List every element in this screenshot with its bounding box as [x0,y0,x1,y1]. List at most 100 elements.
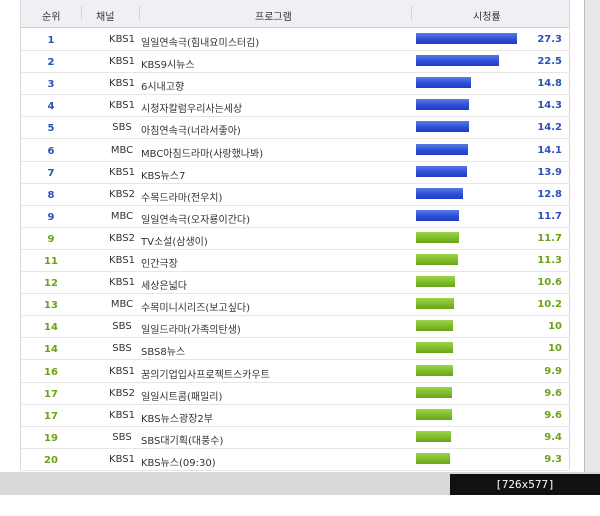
ratings-table: 순위 채널 프로그램 시청률 1 KBS1 일일연속극(힘내요미스터김) 27.3 2 K… [20,0,570,471]
rating-bar [416,165,467,177]
header-separator [411,6,412,20]
rank-cell: 9 [47,211,55,223]
rating-value: 10.2 [537,299,562,311]
table-row: 17 KBS1 KBS뉴스광장2부 9.6 [21,404,569,427]
table-row: 19 SBS SBS대기획(대풍수) 9.4 [21,426,569,449]
scrollbar-track[interactable] [584,0,600,472]
rating-value: 9.6 [544,387,562,399]
rating-bar [416,231,459,243]
header-rating[interactable]: 시청률 [473,12,501,23]
program-cell[interactable]: 일일연속극(오자룡이간다) [141,214,251,226]
program-cell[interactable]: MBC아침드라마(사랑했나봐) [141,148,264,160]
program-cell[interactable]: KBS뉴스(09:30) [141,457,216,469]
table-row: 14 SBS 일일드라마(가족의탄생) 10 [21,315,569,339]
rating-bar [416,408,452,420]
table-row: 4 KBS1 시청자칼럼우리사는세상 14.3 [21,94,569,118]
table-header: 순위 채널 프로그램 시청률 [21,0,569,28]
program-cell[interactable]: 인간극장 [141,259,178,270]
rating-value: 11.7 [537,210,562,222]
header-separator [81,6,82,20]
table-row: 1 KBS1 일일연속극(힘내요미스터김) 27.3 [21,28,569,51]
rank-cell: 14 [44,344,58,356]
rating-bar [416,320,453,332]
rating-value: 9.6 [544,409,562,421]
channel-cell: KBS1 [109,100,135,112]
rating-value: 9.4 [544,431,562,443]
channel-cell: KBS1 [109,166,135,178]
program-cell[interactable]: SBS대기획(대풍수) [141,435,224,447]
rank-cell: 12 [44,278,58,290]
rank-cell: 14 [44,322,58,334]
table-row: 11 KBS1 인간극장 11.3 [21,249,569,272]
channel-cell: KBS1 [109,365,135,377]
rating-value: 13.9 [537,166,562,178]
program-cell[interactable]: SBS8뉴스 [141,347,186,359]
rank-cell: 1 [47,35,55,46]
rating-value: 10 [548,321,562,333]
rating-bar [416,452,450,464]
header-rank[interactable]: 순위 [42,12,61,23]
channel-cell: KBS2 [109,387,135,399]
rating-bar [416,121,469,133]
table-row: 17 KBS2 일일시트콤(패밀리) 9.6 [21,382,569,405]
program-cell[interactable]: KBS뉴스광장2부 [141,413,213,425]
channel-cell: SBS [112,321,132,333]
rating-value: 10.6 [537,277,562,289]
rating-bar [416,342,453,354]
table-row: 5 SBS 아침연속극(너라서좋아) 14.2 [21,116,569,140]
program-cell[interactable]: KBS뉴스7 [141,170,186,182]
rating-bar [416,55,499,67]
rank-cell: 3 [47,79,55,91]
table-row: 13 MBC 수목미니시리즈(보고싶다) 10.2 [21,293,569,317]
table-row: 20 KBS1 KBS뉴스(09:30) 9.3 [21,448,569,471]
rank-cell: 13 [44,300,58,312]
program-cell[interactable]: 수목드라마(전우치) [141,192,223,204]
rating-bar [416,386,452,398]
program-cell[interactable]: 일일드라마(가족의탄생) [141,325,241,337]
rating-bar [416,77,471,89]
rating-value: 22.5 [537,56,562,68]
rating-bar [416,276,455,288]
channel-cell: KBS1 [109,34,135,45]
program-cell[interactable]: 수목미니시리즈(보고싶다) [141,303,251,315]
program-cell[interactable]: 일일시트콤(패밀리) [141,391,223,403]
program-cell[interactable]: 시청자칼럼우리사는세상 [141,104,243,116]
rating-bar [416,209,459,221]
header-program[interactable]: 프로그램 [255,12,292,23]
rating-bar [416,254,458,265]
table-row: 6 MBC MBC아침드라마(사랑했나봐) 14.1 [21,139,569,162]
program-cell[interactable]: 아침연속극(너라서좋아) [141,126,241,138]
table-row: 9 MBC 일일연속극(오자룡이간다) 11.7 [21,205,569,228]
rating-value: 14.1 [537,144,562,156]
program-cell[interactable]: KBS9시뉴스 [141,60,195,72]
rating-value: 9.3 [544,453,562,465]
table-row: 14 SBS SBS8뉴스 10 [21,337,569,361]
program-cell[interactable]: 일일연속극(힘내요미스터김) [141,38,260,49]
channel-cell: KBS1 [109,277,135,289]
channel-cell: SBS [112,343,132,355]
program-cell[interactable]: 세상은넓다 [141,281,187,293]
rank-cell: 7 [47,167,55,179]
table-row: 3 KBS1 6시내고향 14.8 [21,72,569,96]
program-cell[interactable]: 6시내고향 [141,82,185,94]
channel-cell: SBS [112,431,132,443]
rating-value: 14.3 [537,100,562,112]
program-cell[interactable]: TV소설(삼생이) [141,236,208,248]
rank-cell: 8 [47,189,55,201]
header-channel[interactable]: 채널 [96,12,115,23]
rank-cell: 2 [47,57,55,69]
rating-bar [416,364,453,376]
channel-cell: MBC [110,144,134,156]
rank-cell: 5 [47,123,55,135]
rank-cell: 20 [44,454,58,466]
table-row: 9 KBS2 TV소설(삼생이) 11.7 [21,227,569,250]
program-cell[interactable]: 꿈의기업입사프로젝트스카우트 [141,369,270,381]
rating-bar [416,430,451,442]
rating-bar [416,187,463,199]
table-row: 16 KBS1 꿈의기업입사프로젝트스카우트 9.9 [21,360,569,383]
channel-cell: MBC [110,299,134,311]
channel-cell: SBS [112,122,132,134]
channel-cell: MBC [110,210,134,222]
watermark-text: [726x577] http://upic.me/ [450,474,600,512]
rank-cell: 17 [44,410,58,422]
